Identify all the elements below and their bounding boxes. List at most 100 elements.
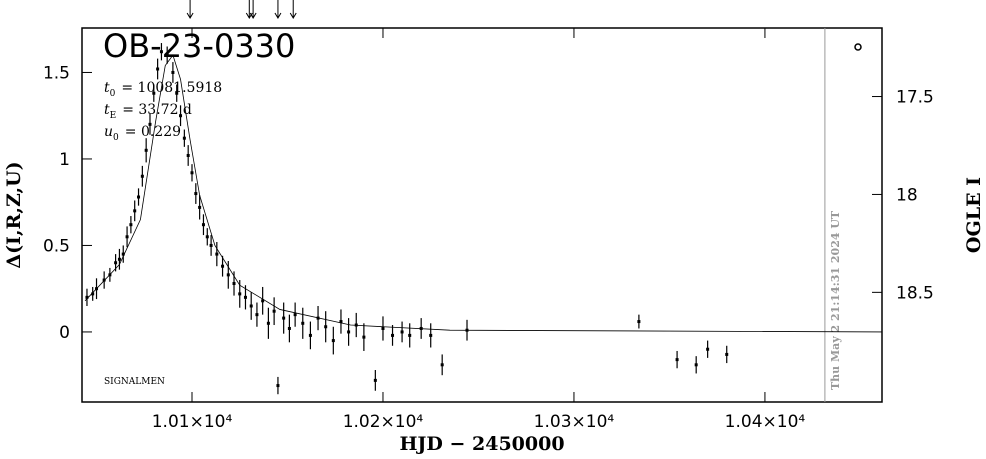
- data-point: [159, 50, 163, 54]
- data-point: [194, 192, 198, 196]
- data-point: [144, 148, 148, 152]
- parameter-value: = 10081.5918: [121, 80, 222, 96]
- data-point: [339, 320, 343, 324]
- timestamp-label: Thu May 2 21:14:31 2024 UT: [829, 210, 842, 390]
- parameter-symbol: u: [104, 124, 113, 140]
- data-point: [324, 325, 328, 329]
- y-axis-label: Δ(I,R,Z,U): [3, 161, 25, 268]
- data-point: [95, 287, 99, 291]
- event-arrow: [289, 0, 297, 19]
- data-point: [706, 347, 710, 351]
- data-point: [232, 282, 236, 286]
- data-point: [226, 273, 230, 277]
- data-point: [133, 209, 137, 213]
- data-point: [198, 205, 202, 209]
- data-point: [182, 136, 186, 140]
- data-point: [381, 326, 385, 330]
- data-point: [266, 321, 270, 325]
- parameter-subscript: 0: [110, 89, 116, 99]
- data-point: [440, 363, 444, 367]
- parameter: u0 = 0.229: [104, 124, 181, 143]
- data-point: [137, 195, 141, 199]
- data-point: [121, 252, 125, 256]
- data-point: [419, 326, 423, 330]
- data-point: [190, 171, 194, 175]
- data-point: [725, 352, 729, 356]
- parameter-value: = 0.229: [125, 124, 181, 140]
- x-tick-label: 1.02×10⁴: [343, 412, 424, 432]
- data-point: [165, 53, 169, 57]
- data-point: [276, 384, 280, 388]
- data-point: [201, 223, 205, 227]
- data-point: [675, 358, 679, 362]
- data-point: [215, 252, 219, 256]
- parameter: tE = 33.72 d: [104, 102, 192, 121]
- data-point: [373, 378, 377, 382]
- x-tick-label: 1.03×10⁴: [534, 412, 615, 432]
- y-tick-label: 1: [59, 150, 70, 170]
- parameter-value: = 33.72 d: [122, 102, 192, 118]
- data-point: [156, 67, 160, 71]
- y2-tick-label: 17.5: [896, 88, 934, 108]
- data-point: [400, 330, 404, 334]
- data-point: [152, 91, 156, 95]
- parameter-subscript: 0: [113, 133, 119, 143]
- event-arrow: [274, 0, 282, 19]
- data-point: [287, 326, 291, 330]
- data-point: [221, 264, 225, 268]
- data-point: [175, 91, 179, 95]
- data-point: [171, 70, 175, 74]
- data-point: [102, 278, 106, 282]
- model-curve: [84, 54, 883, 333]
- data-point: [408, 333, 412, 337]
- data-point: [637, 320, 641, 324]
- data-point: [140, 174, 144, 178]
- source-label: SIGNALMEN: [104, 377, 165, 387]
- y-tick-label: 0.5: [43, 236, 70, 256]
- data-point: [293, 313, 297, 317]
- y2-axis-label: OGLE I: [963, 177, 985, 253]
- data-point: [148, 122, 152, 126]
- data-point: [272, 309, 276, 313]
- parameter-subscript: E: [110, 111, 117, 121]
- x-tick-label: 1.01×10⁴: [152, 412, 233, 432]
- y2-tick-label: 18.5: [896, 283, 934, 303]
- data-point: [465, 328, 469, 332]
- data-point: [429, 333, 433, 337]
- data-point: [108, 273, 112, 277]
- data-point: [347, 330, 351, 334]
- parameter-symbol: t: [104, 80, 110, 96]
- data-point: [249, 304, 253, 308]
- data-point: [85, 295, 89, 299]
- x-axis-label: HJD − 2450000: [399, 433, 564, 455]
- y-tick-label: 0: [59, 323, 70, 343]
- event-arrow: [186, 0, 194, 19]
- data-point: [205, 235, 209, 239]
- data-point: [179, 114, 183, 118]
- data-point: [261, 299, 265, 303]
- data-point: [117, 257, 121, 261]
- chart-title: OB-23-0330: [103, 27, 295, 65]
- x-tick-label: 1.04×10⁴: [725, 412, 806, 432]
- plot-frame: [81, 27, 883, 403]
- event-arrow: [249, 0, 257, 19]
- data-point: [316, 316, 320, 320]
- data-point: [362, 335, 366, 339]
- data-point: [125, 235, 129, 239]
- parameter-symbol: t: [104, 102, 110, 118]
- y2-tick-label: 18: [896, 185, 918, 205]
- data-point: [694, 363, 698, 367]
- data-point: [282, 316, 286, 320]
- data-point: [301, 321, 305, 325]
- data-point: [91, 292, 95, 296]
- data-point: [186, 153, 190, 157]
- data-point: [354, 323, 358, 327]
- marker-icon: [854, 43, 862, 51]
- data-point: [391, 333, 395, 337]
- data-point: [238, 292, 242, 296]
- y-tick-label: 1.5: [43, 63, 70, 83]
- data-point: [243, 295, 247, 299]
- data-point: [129, 223, 133, 227]
- data-point: [114, 261, 118, 265]
